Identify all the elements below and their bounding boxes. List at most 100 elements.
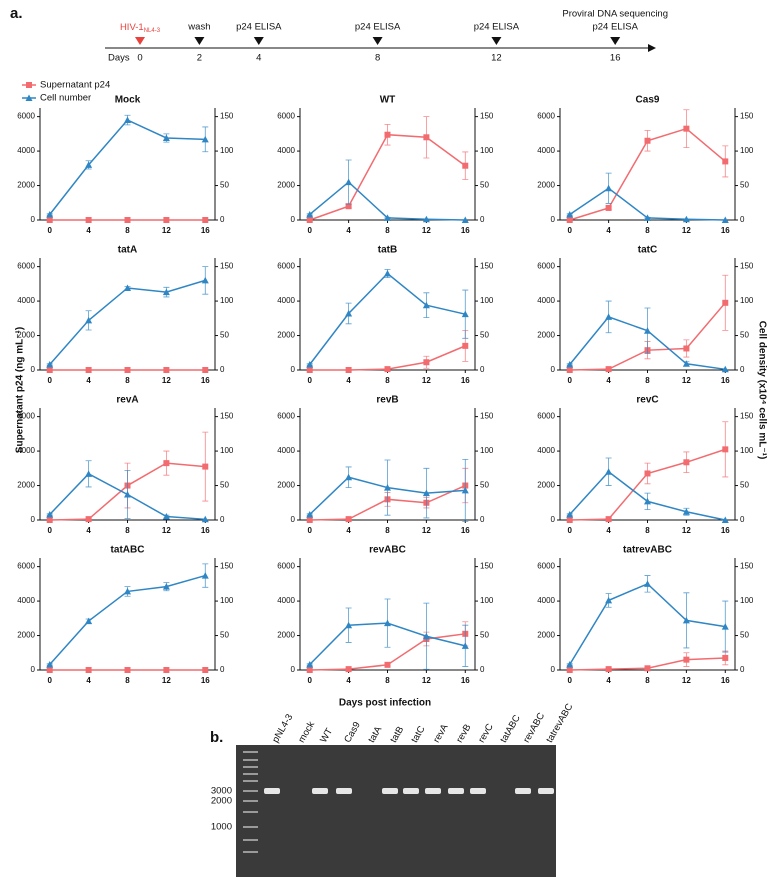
data-point xyxy=(722,654,729,661)
y2-tick-label: 100 xyxy=(480,146,494,155)
data-point xyxy=(422,489,430,497)
data-point xyxy=(46,217,53,223)
gel-band xyxy=(448,788,464,794)
lane-label: pNL4-3 xyxy=(270,712,295,744)
y2-tick-label: 50 xyxy=(480,181,489,190)
lane-label: revB xyxy=(454,722,473,744)
data-point xyxy=(85,470,93,477)
x-tick-label: 8 xyxy=(125,376,130,385)
y2-tick-label: 50 xyxy=(220,631,229,640)
chart-title: revABC xyxy=(369,545,406,556)
chart-title: Cas9 xyxy=(636,95,660,106)
y2-tick-label: 100 xyxy=(740,296,754,305)
y-tick-label: 0 xyxy=(291,665,296,674)
event-label: HIV-1 xyxy=(120,22,144,33)
y2-tick-label: 150 xyxy=(480,412,494,421)
data-line xyxy=(49,119,206,215)
y-tick-label: 2000 xyxy=(537,181,555,190)
y-tick-label: 6000 xyxy=(537,562,555,571)
y-tick-label: 0 xyxy=(291,215,296,224)
x-tick-label: 16 xyxy=(721,676,730,685)
y-tick-label: 2000 xyxy=(537,331,555,340)
legend-marker xyxy=(25,94,33,101)
timeline-event: p24 ELISA xyxy=(236,22,282,33)
timeline-event: HIV-1NL4-3 xyxy=(120,22,161,34)
timeline-day: 16 xyxy=(610,53,621,64)
x-tick-label: 12 xyxy=(162,226,171,235)
x-tick-label: 16 xyxy=(461,676,470,685)
timeline-marker xyxy=(253,37,264,45)
data-point xyxy=(345,621,353,629)
data-point xyxy=(722,299,729,306)
x-tick-label: 16 xyxy=(201,676,210,685)
data-point xyxy=(124,116,131,124)
data-point xyxy=(566,667,573,673)
data-point xyxy=(124,367,131,373)
data-point xyxy=(566,360,574,368)
y2-tick-label: 150 xyxy=(740,112,754,121)
legend-label: Supernatant p24 xyxy=(40,80,110,91)
lane-label: WT xyxy=(318,726,335,744)
y2-axis-label: Cell density (x10⁴ cells mL⁻¹) xyxy=(756,321,767,460)
data-point xyxy=(345,203,352,210)
y-tick-label: 4000 xyxy=(17,596,35,605)
y2-tick-label: 0 xyxy=(740,215,745,224)
y2-tick-label: 150 xyxy=(220,262,234,271)
y2-tick-label: 100 xyxy=(740,596,754,605)
gel-image xyxy=(236,745,556,877)
data-point xyxy=(682,616,690,624)
timeline-day: 0 xyxy=(137,53,142,64)
y2-tick-label: 150 xyxy=(740,262,754,271)
x-tick-label: 12 xyxy=(682,526,691,535)
y-tick-label: 6000 xyxy=(17,412,35,421)
data-point xyxy=(721,216,729,223)
x-tick-label: 0 xyxy=(307,376,312,385)
x-tick-label: 4 xyxy=(606,526,611,535)
x-tick-label: 8 xyxy=(385,226,390,235)
y-tick-label: 0 xyxy=(31,515,36,524)
x-tick-label: 8 xyxy=(125,676,130,685)
x-tick-label: 16 xyxy=(201,376,210,385)
x-tick-label: 8 xyxy=(125,226,130,235)
y2-tick-label: 100 xyxy=(220,446,234,455)
gel-band xyxy=(382,788,398,794)
x-tick-label: 4 xyxy=(606,376,611,385)
y2-tick-label: 50 xyxy=(740,181,749,190)
gel-band xyxy=(336,788,352,794)
x-tick-label: 8 xyxy=(645,226,650,235)
y2-tick-label: 0 xyxy=(740,515,745,524)
y2-tick-label: 0 xyxy=(480,365,485,374)
data-point xyxy=(163,460,170,467)
x-tick-label: 16 xyxy=(461,526,470,535)
chart-title: tatA xyxy=(118,245,137,256)
lane-label: tatABC xyxy=(498,713,523,745)
data-point xyxy=(163,217,170,223)
timeline-event: p24 ELISA xyxy=(592,22,638,33)
data-point xyxy=(345,516,352,523)
data-point xyxy=(461,642,469,649)
data-line xyxy=(309,181,466,221)
data-line xyxy=(309,272,466,365)
y-tick-label: 0 xyxy=(551,215,556,224)
y-tick-label: 6000 xyxy=(277,412,295,421)
x-tick-label: 4 xyxy=(86,676,91,685)
data-point xyxy=(85,316,93,324)
timeline-day: 12 xyxy=(491,53,502,64)
data-point xyxy=(124,667,131,673)
gel-band xyxy=(425,788,441,794)
y2-tick-label: 150 xyxy=(220,562,234,571)
data-point xyxy=(644,470,651,477)
x-tick-label: 4 xyxy=(86,226,91,235)
data-point xyxy=(644,214,651,221)
data-point xyxy=(306,517,313,523)
data-point xyxy=(85,516,92,523)
y2-tick-label: 150 xyxy=(220,112,234,121)
y-tick-label: 0 xyxy=(31,365,36,374)
y-tick-label: 0 xyxy=(291,365,296,374)
x-tick-label: 12 xyxy=(162,676,171,685)
data-point xyxy=(721,365,729,373)
data-point xyxy=(605,366,612,373)
x-tick-label: 4 xyxy=(606,676,611,685)
data-point xyxy=(422,301,430,309)
